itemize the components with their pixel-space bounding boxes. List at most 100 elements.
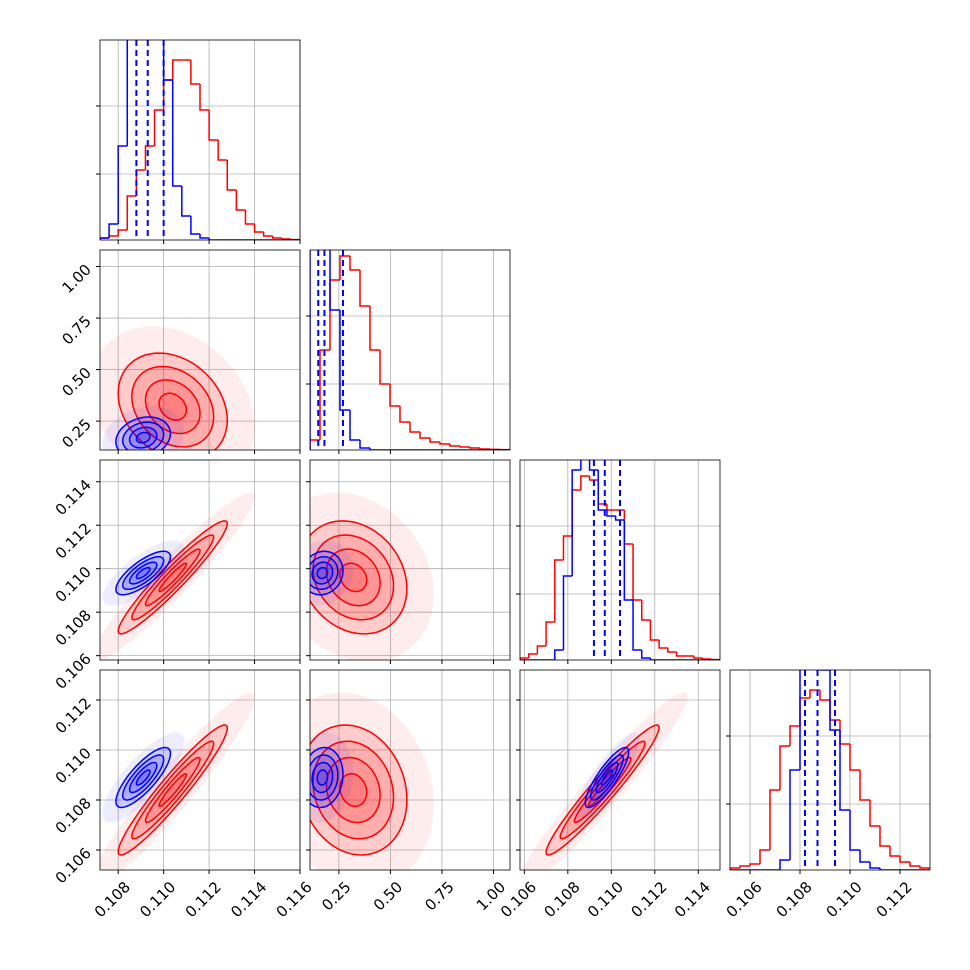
panel bbox=[96, 39, 301, 244]
contour bbox=[584, 746, 630, 809]
density-fill bbox=[129, 427, 157, 448]
histogram-step bbox=[640, 650, 651, 659]
panel-frame bbox=[99, 249, 301, 451]
density-fill bbox=[312, 762, 333, 793]
y-tick-label: 0.50 bbox=[58, 364, 94, 400]
panel bbox=[516, 459, 721, 664]
histogram-step bbox=[789, 725, 800, 746]
histogram-step bbox=[675, 652, 686, 657]
histogram-step bbox=[606, 510, 616, 517]
histogram-step bbox=[919, 866, 930, 869]
y-tick-label: 0.75 bbox=[58, 312, 94, 348]
histogram-step bbox=[329, 250, 340, 311]
histogram-step bbox=[339, 255, 350, 280]
panel-frame bbox=[309, 249, 511, 451]
contour bbox=[325, 548, 381, 607]
density-fill bbox=[136, 567, 150, 579]
histogram-step bbox=[310, 439, 320, 450]
contour bbox=[339, 562, 368, 593]
density-fill bbox=[131, 366, 214, 447]
contour bbox=[117, 352, 229, 450]
contour bbox=[128, 761, 158, 794]
x-tick-label: 0.108 bbox=[540, 878, 583, 921]
density-fill bbox=[136, 770, 150, 785]
histogram-step bbox=[379, 350, 390, 385]
histogram-step bbox=[439, 442, 450, 445]
histogram-step bbox=[789, 769, 800, 860]
histogram-step bbox=[217, 140, 228, 161]
histogram-step bbox=[349, 410, 360, 441]
y-tick-label: 0.114 bbox=[52, 476, 95, 519]
x-tick-label: 0.114 bbox=[671, 878, 714, 921]
histogram-step bbox=[849, 744, 860, 771]
x-tick-label: 0.110 bbox=[136, 878, 179, 921]
histogram-step bbox=[108, 223, 119, 238]
histogram-step bbox=[208, 110, 219, 141]
contour bbox=[310, 754, 339, 801]
sample-cloud bbox=[102, 732, 185, 823]
contour bbox=[131, 365, 215, 448]
histogram-step bbox=[879, 826, 890, 847]
plot-area bbox=[100, 326, 255, 450]
histogram-step bbox=[520, 657, 529, 660]
histogram-step bbox=[667, 648, 677, 653]
histogram-step bbox=[469, 447, 480, 449]
y-tick-label: 0.106 bbox=[52, 650, 95, 693]
histogram-step bbox=[349, 256, 360, 271]
panel-frame bbox=[99, 459, 301, 661]
histogram-step bbox=[181, 186, 191, 217]
plot-area bbox=[100, 492, 255, 660]
histogram-step bbox=[779, 859, 790, 870]
contour bbox=[115, 416, 172, 450]
histogram-step bbox=[419, 432, 430, 439]
histogram-step bbox=[799, 670, 801, 770]
y-tick-label: 0.108 bbox=[52, 606, 95, 649]
x-tick-label: 0.25 bbox=[318, 878, 354, 914]
histogram-step bbox=[588, 476, 599, 481]
histogram-step bbox=[208, 238, 219, 240]
y-tick-label: 0.108 bbox=[52, 794, 95, 837]
histogram-step bbox=[769, 789, 780, 850]
density-fill bbox=[326, 549, 381, 606]
density-fill bbox=[159, 563, 187, 592]
histogram-step bbox=[320, 130, 330, 190]
sample-cloud bbox=[574, 732, 640, 823]
contour bbox=[117, 724, 229, 856]
histogram-step bbox=[281, 238, 291, 240]
histogram-step bbox=[562, 535, 573, 560]
contour bbox=[311, 761, 334, 794]
y-tick-label: 0.25 bbox=[58, 415, 94, 451]
histogram-step bbox=[171, 59, 182, 80]
plot-area bbox=[100, 40, 300, 240]
plot-area bbox=[310, 130, 510, 450]
contour bbox=[117, 520, 229, 635]
density-fill bbox=[131, 535, 214, 620]
histogram-step bbox=[389, 384, 400, 407]
x-tick-label: 0.108 bbox=[773, 878, 816, 921]
histogram-step bbox=[554, 649, 564, 660]
histogram-step bbox=[271, 236, 282, 239]
y-tick-label: 1.00 bbox=[58, 261, 94, 297]
contour bbox=[144, 379, 201, 435]
histogram-step bbox=[253, 224, 264, 233]
histogram-step bbox=[658, 640, 668, 649]
histogram-step bbox=[100, 237, 110, 240]
histogram-step bbox=[640, 600, 651, 621]
histogram-step bbox=[859, 770, 870, 801]
x-tick-label: 0.116 bbox=[273, 878, 316, 921]
histogram-step bbox=[527, 653, 538, 658]
histogram-step bbox=[244, 210, 255, 225]
histogram-step bbox=[632, 544, 642, 601]
contour bbox=[128, 561, 158, 585]
y-tick-label: 0.112 bbox=[52, 519, 95, 562]
histogram-step bbox=[693, 656, 703, 659]
histogram-step bbox=[117, 229, 128, 236]
contour bbox=[310, 746, 344, 809]
density-fill bbox=[317, 567, 328, 579]
contour bbox=[115, 550, 172, 596]
histogram-step bbox=[449, 444, 460, 447]
histogram-step bbox=[536, 645, 547, 654]
histogram-step bbox=[839, 730, 850, 811]
contour bbox=[158, 562, 188, 593]
